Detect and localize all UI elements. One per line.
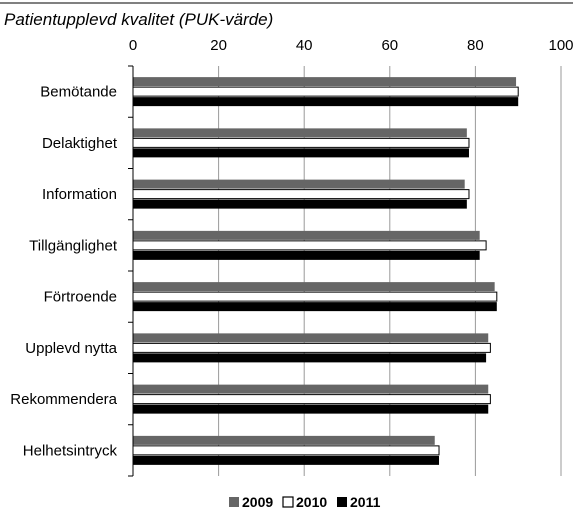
legend-label-2011: 2011: [350, 494, 381, 510]
category-label: Information: [42, 186, 117, 203]
bar-2010: [132, 240, 487, 251]
x-tick-label: 60: [381, 37, 398, 54]
bar-2011: [133, 148, 469, 158]
bar-2010: [132, 394, 491, 405]
bar-2010: [132, 291, 498, 302]
bar-2011: [133, 302, 497, 312]
bar-2010: [132, 445, 440, 456]
bar-2009: [133, 77, 517, 87]
bar-2011: [133, 199, 467, 209]
x-tick-label: 80: [467, 37, 484, 54]
bar-2009: [133, 384, 489, 394]
category-label: Helhetsintryck: [23, 442, 118, 459]
legend-swatch-2009: [229, 497, 239, 507]
bar-2009: [133, 230, 480, 240]
category-label: Rekommendera: [10, 391, 117, 408]
category-label: Förtroende: [44, 289, 117, 306]
bar-2010: [132, 86, 519, 97]
bar-2010: [132, 137, 470, 148]
legend-swatch-2011: [337, 497, 347, 507]
bar-2011: [133, 97, 519, 107]
bar-2011: [133, 250, 480, 260]
bars-layer: [132, 77, 519, 465]
bar-2010: [132, 342, 491, 353]
bar-2011: [133, 404, 489, 414]
x-tick-label: 100: [548, 37, 573, 54]
category-label: Bemötande: [40, 84, 117, 101]
bar-2011: [133, 455, 440, 465]
x-tick-label: 40: [296, 37, 313, 54]
legend-swatch-2010: [282, 496, 294, 508]
bar-2009: [133, 179, 465, 189]
category-label: Delaktighet: [42, 135, 118, 152]
bar-2009: [133, 435, 435, 445]
category-label: Tillgänglighet: [29, 237, 118, 254]
bar-2009: [133, 282, 495, 292]
legend-label-2009: 2009: [242, 494, 273, 510]
grid-layer: [218, 66, 562, 476]
bar-2009: [133, 128, 467, 138]
chart-title: Patientupplevd kvalitet (PUK-värde): [4, 10, 273, 29]
category-label: Upplevd nytta: [25, 340, 117, 357]
axis-layer: 0 20 40 60 80 100 Bemötande Delaktighet Informat…: [10, 37, 573, 477]
legend: 2009 2010 2011: [229, 494, 381, 510]
bar-2010: [132, 189, 470, 200]
bar-2009: [133, 333, 489, 343]
legend-label-2010: 2010: [296, 494, 327, 510]
x-tick-label: 0: [129, 37, 137, 54]
x-tick-label: 20: [210, 37, 227, 54]
bar-2011: [133, 353, 487, 363]
